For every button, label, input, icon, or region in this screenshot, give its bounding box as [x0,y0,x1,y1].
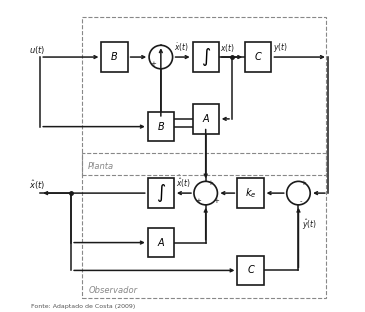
Bar [148,178,174,208]
Text: +: + [195,198,201,204]
Bar [193,42,219,72]
Text: +: + [300,180,306,186]
Bar [237,256,264,285]
Text: +: + [151,61,157,67]
Circle shape [287,181,310,205]
Bar [148,112,174,141]
Text: $\dot{\hat{x}}(t)$: $\dot{\hat{x}}(t)$ [176,174,191,190]
Circle shape [194,181,218,205]
Text: +: + [207,180,213,186]
Text: A: A [202,114,209,124]
Circle shape [149,45,173,69]
Text: C: C [255,52,262,62]
Text: B: B [111,52,118,62]
Text: -: - [300,198,303,204]
Text: $k_e$: $k_e$ [245,186,256,200]
Text: $\dot{x}(t)$: $\dot{x}(t)$ [174,41,189,54]
Text: $u(t)$: $u(t)$ [28,43,45,56]
Bar [193,104,219,134]
Text: B: B [157,122,164,132]
Text: Observador: Observador [88,286,137,295]
Text: $x(t)$: $x(t)$ [220,42,235,54]
Text: $\int$: $\int$ [201,46,211,68]
Bar [148,228,174,257]
Text: $y(t)$: $y(t)$ [273,41,288,54]
Bar [245,42,272,72]
Text: +: + [213,198,219,204]
Text: $\hat{x}(t)$: $\hat{x}(t)$ [28,178,45,192]
Bar [82,17,326,174]
Text: Fonte: Adaptado de Costa (2009): Fonte: Adaptado de Costa (2009) [31,304,135,309]
Text: $\hat{y}(t)$: $\hat{y}(t)$ [301,217,316,232]
Text: C: C [247,266,254,275]
Bar [101,42,128,72]
Bar [237,178,264,208]
Text: $\int$: $\int$ [156,182,166,204]
Bar [82,153,326,298]
Text: Planta: Planta [88,163,114,172]
Text: A: A [158,237,164,248]
